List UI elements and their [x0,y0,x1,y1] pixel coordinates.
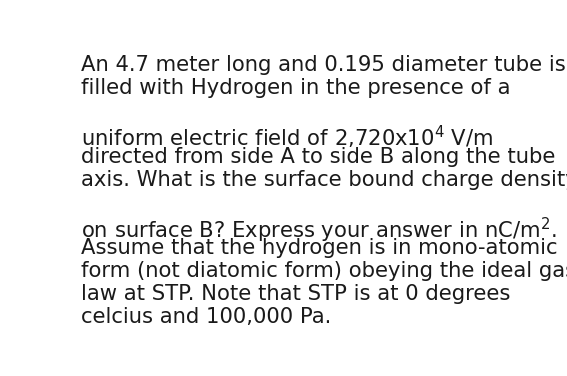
Text: Assume that the hydrogen is in mono-atomic: Assume that the hydrogen is in mono-atom… [81,238,557,258]
Text: on surface B? Express your answer in nC/m$^{2}$.: on surface B? Express your answer in nC/… [81,215,556,244]
Text: filled with Hydrogen in the presence of a: filled with Hydrogen in the presence of … [81,78,510,98]
Text: celcius and 100,000 Pa.: celcius and 100,000 Pa. [81,307,331,327]
Text: axis. What is the surface bound charge density: axis. What is the surface bound charge d… [81,170,567,190]
Text: An 4.7 meter long and 0.195 diameter tube is: An 4.7 meter long and 0.195 diameter tub… [81,55,565,75]
Text: directed from side A to side B along the tube: directed from side A to side B along the… [81,147,555,167]
Text: form (not diatomic form) obeying the ideal gas: form (not diatomic form) obeying the ide… [81,261,567,281]
Text: law at STP. Note that STP is at 0 degrees: law at STP. Note that STP is at 0 degree… [81,284,510,304]
Text: uniform electric field of 2,720x10$^{4}$ V/m: uniform electric field of 2,720x10$^{4}$… [81,124,493,151]
